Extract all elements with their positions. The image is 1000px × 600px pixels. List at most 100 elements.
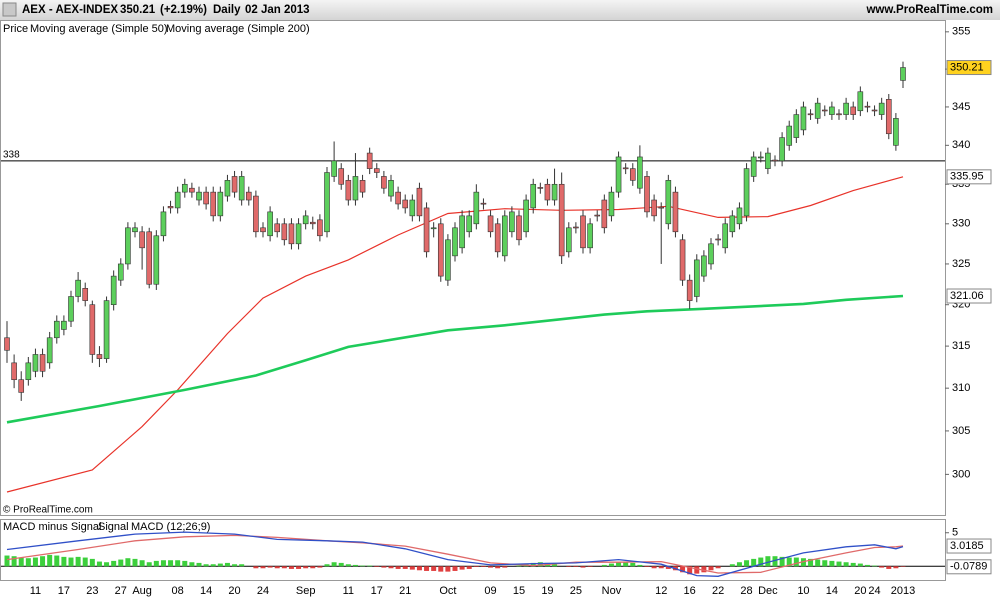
candle-body: [452, 227, 458, 257]
histogram-bar: [82, 557, 88, 567]
candle-body: [551, 183, 558, 201]
histogram-bar: [424, 566, 430, 571]
candle-body: [288, 223, 295, 245]
histogram-bar: [708, 566, 714, 571]
candle-body: [430, 227, 437, 230]
histogram-bar: [438, 566, 444, 572]
candle-body: [381, 176, 387, 189]
candle-body: [153, 235, 160, 285]
candle-body: [772, 159, 778, 162]
signal-last-label-box: [946, 538, 992, 554]
candle-body: [601, 199, 608, 229]
site[interactable]: www.ProRealTime.com: [865, 4, 993, 16]
candle-body: [4, 337, 10, 351]
x-tick-label: 14: [826, 585, 838, 597]
price-panel: [0, 20, 946, 516]
last-price: 350.21: [120, 4, 156, 16]
candle-body: [729, 215, 736, 233]
candle-body: [850, 106, 857, 115]
histogram-bar: [459, 566, 465, 570]
header-bar: [0, 0, 1000, 20]
histogram-bar: [786, 557, 792, 567]
histogram-bar: [445, 566, 451, 572]
moving-average: [6, 294, 904, 424]
candle-body: [395, 191, 401, 205]
candle-body: [736, 207, 743, 225]
candle-body: [196, 191, 202, 201]
histogram-bar: [196, 562, 202, 567]
candle-body: [637, 156, 643, 189]
histogram-bar: [864, 564, 870, 567]
candle-body: [651, 199, 657, 217]
x-tick-label: 22: [712, 585, 724, 597]
candle-body: [480, 202, 487, 205]
x-tick-label: 11: [30, 585, 41, 597]
histogram-bar: [168, 560, 174, 567]
histogram-bar: [623, 562, 629, 567]
histogram-bar: [829, 560, 835, 567]
ma-last-label-box: [946, 169, 992, 185]
histogram-bar: [452, 566, 458, 571]
candle-body: [68, 296, 74, 322]
histogram-bar: [388, 566, 394, 569]
x-tick-label: 24: [868, 585, 880, 597]
x-tick-label: 10: [797, 585, 809, 597]
candle-body: [523, 199, 529, 233]
histogram-bar: [288, 566, 294, 569]
macd-line: [6, 531, 904, 577]
histogram-bar: [751, 558, 757, 567]
candle-body: [622, 167, 629, 170]
ma-last-label-box: [946, 288, 992, 304]
candle-body: [75, 279, 81, 297]
histogram-bar: [260, 566, 266, 569]
ma-last-label: 321.06: [950, 290, 984, 302]
candle-body: [501, 215, 508, 257]
candle-body: [445, 239, 451, 281]
symbol: AEX - AEX-INDEX: [22, 4, 118, 16]
candle-body: [786, 125, 793, 146]
histogram-bar: [132, 558, 138, 567]
candle-body: [125, 227, 131, 265]
candle-body: [437, 223, 444, 277]
candle-body: [32, 354, 39, 372]
histogram-bar: [815, 559, 821, 567]
candle-body: [253, 195, 259, 233]
histogram-bar: [253, 566, 259, 569]
candle-body: [274, 223, 281, 233]
histogram-bar: [395, 566, 401, 569]
x-tick-label: 17: [58, 585, 70, 597]
x-tick-label: 14: [200, 585, 212, 597]
x-tick-label: 23: [86, 585, 98, 597]
candle-body: [843, 102, 849, 115]
candle-body: [132, 227, 138, 233]
candle-body: [245, 191, 252, 201]
candle-body: [61, 320, 67, 330]
x-tick-label: 2013: [891, 585, 915, 597]
y-tick-label: 310: [952, 382, 970, 394]
histogram-bar: [566, 566, 572, 567]
menu-icon[interactable]: [2, 2, 17, 17]
histogram-bar: [338, 562, 344, 567]
candle-body: [757, 156, 764, 159]
histogram-bar: [146, 562, 152, 567]
candle-body: [89, 304, 96, 355]
candle-body: [260, 227, 266, 233]
candle-body: [181, 183, 188, 193]
candle-body: [302, 215, 309, 225]
histogram-bar: [573, 566, 579, 567]
candle-body: [800, 106, 807, 131]
histogram-last-label-box: [946, 559, 992, 575]
candle-body: [836, 113, 842, 116]
candle-body: [530, 183, 537, 209]
candle-body: [750, 156, 757, 177]
histogram-bar: [630, 562, 636, 567]
histogram-bar: [274, 566, 280, 569]
candle-body: [338, 168, 345, 185]
y-tick-label: 315: [952, 340, 970, 352]
candle-body: [324, 172, 330, 233]
histogram-bar: [267, 566, 273, 568]
histogram-bar: [530, 562, 536, 567]
histogram-bar: [374, 566, 380, 567]
histogram-bar: [409, 566, 415, 570]
